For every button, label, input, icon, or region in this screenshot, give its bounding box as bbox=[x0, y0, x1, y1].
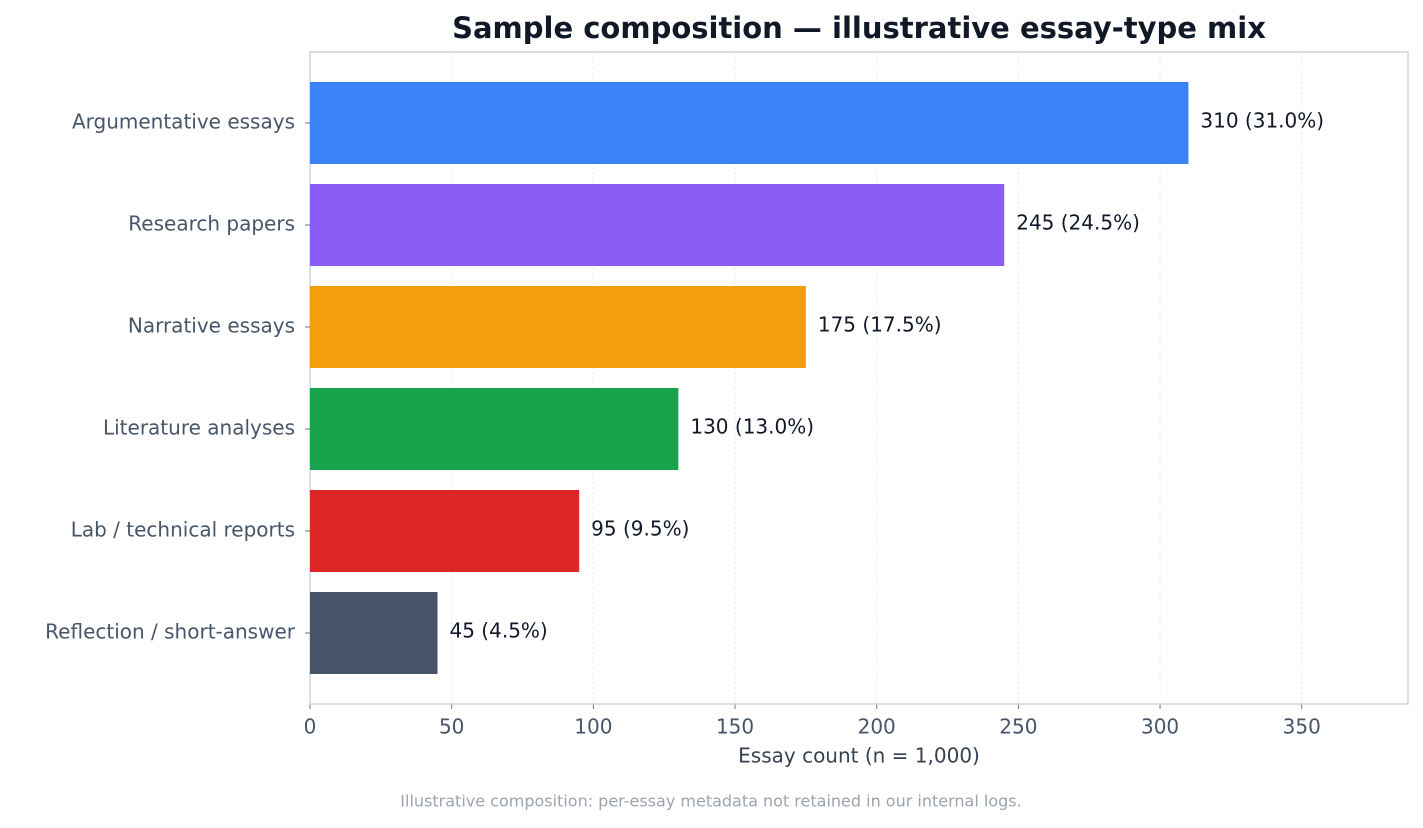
value-label: 95 (9.5%) bbox=[591, 517, 689, 541]
x-tick-label: 300 bbox=[1141, 715, 1179, 739]
plot-frame bbox=[309, 51, 1409, 705]
y-tick-label: Literature analyses bbox=[103, 416, 295, 440]
value-label: 45 (4.5%) bbox=[450, 619, 548, 643]
y-tick-label: Argumentative essays bbox=[72, 110, 295, 134]
footnote: Illustrative composition: per-essay meta… bbox=[400, 792, 1021, 811]
bar bbox=[310, 82, 1189, 164]
bar bbox=[310, 490, 580, 572]
value-label: 175 (17.5%) bbox=[818, 313, 942, 337]
bar bbox=[310, 286, 806, 368]
y-tick-label: Lab / technical reports bbox=[71, 518, 295, 542]
y-tick-label: Narrative essays bbox=[128, 314, 295, 338]
x-tick-label: 200 bbox=[858, 715, 896, 739]
bar bbox=[310, 184, 1005, 266]
value-label: 310 (31.0%) bbox=[1200, 109, 1324, 133]
value-label: 245 (24.5%) bbox=[1016, 211, 1140, 235]
x-tick-label: 350 bbox=[1283, 715, 1321, 739]
bar bbox=[310, 388, 679, 470]
y-tick-label: Research papers bbox=[128, 212, 295, 236]
y-tick-label: Reflection / short-answer bbox=[45, 620, 296, 644]
chart-title: Sample composition — illustrative essay-… bbox=[452, 11, 1266, 45]
value-label: 130 (13.0%) bbox=[690, 415, 814, 439]
x-tick-label: 250 bbox=[999, 715, 1037, 739]
x-tick-label: 50 bbox=[439, 715, 464, 739]
x-tick-label: 150 bbox=[716, 715, 754, 739]
x-tick-label: 0 bbox=[304, 715, 317, 739]
bar bbox=[310, 592, 438, 674]
x-axis-label: Essay count (n = 1,000) bbox=[738, 744, 980, 768]
x-tick-label: 100 bbox=[574, 715, 612, 739]
